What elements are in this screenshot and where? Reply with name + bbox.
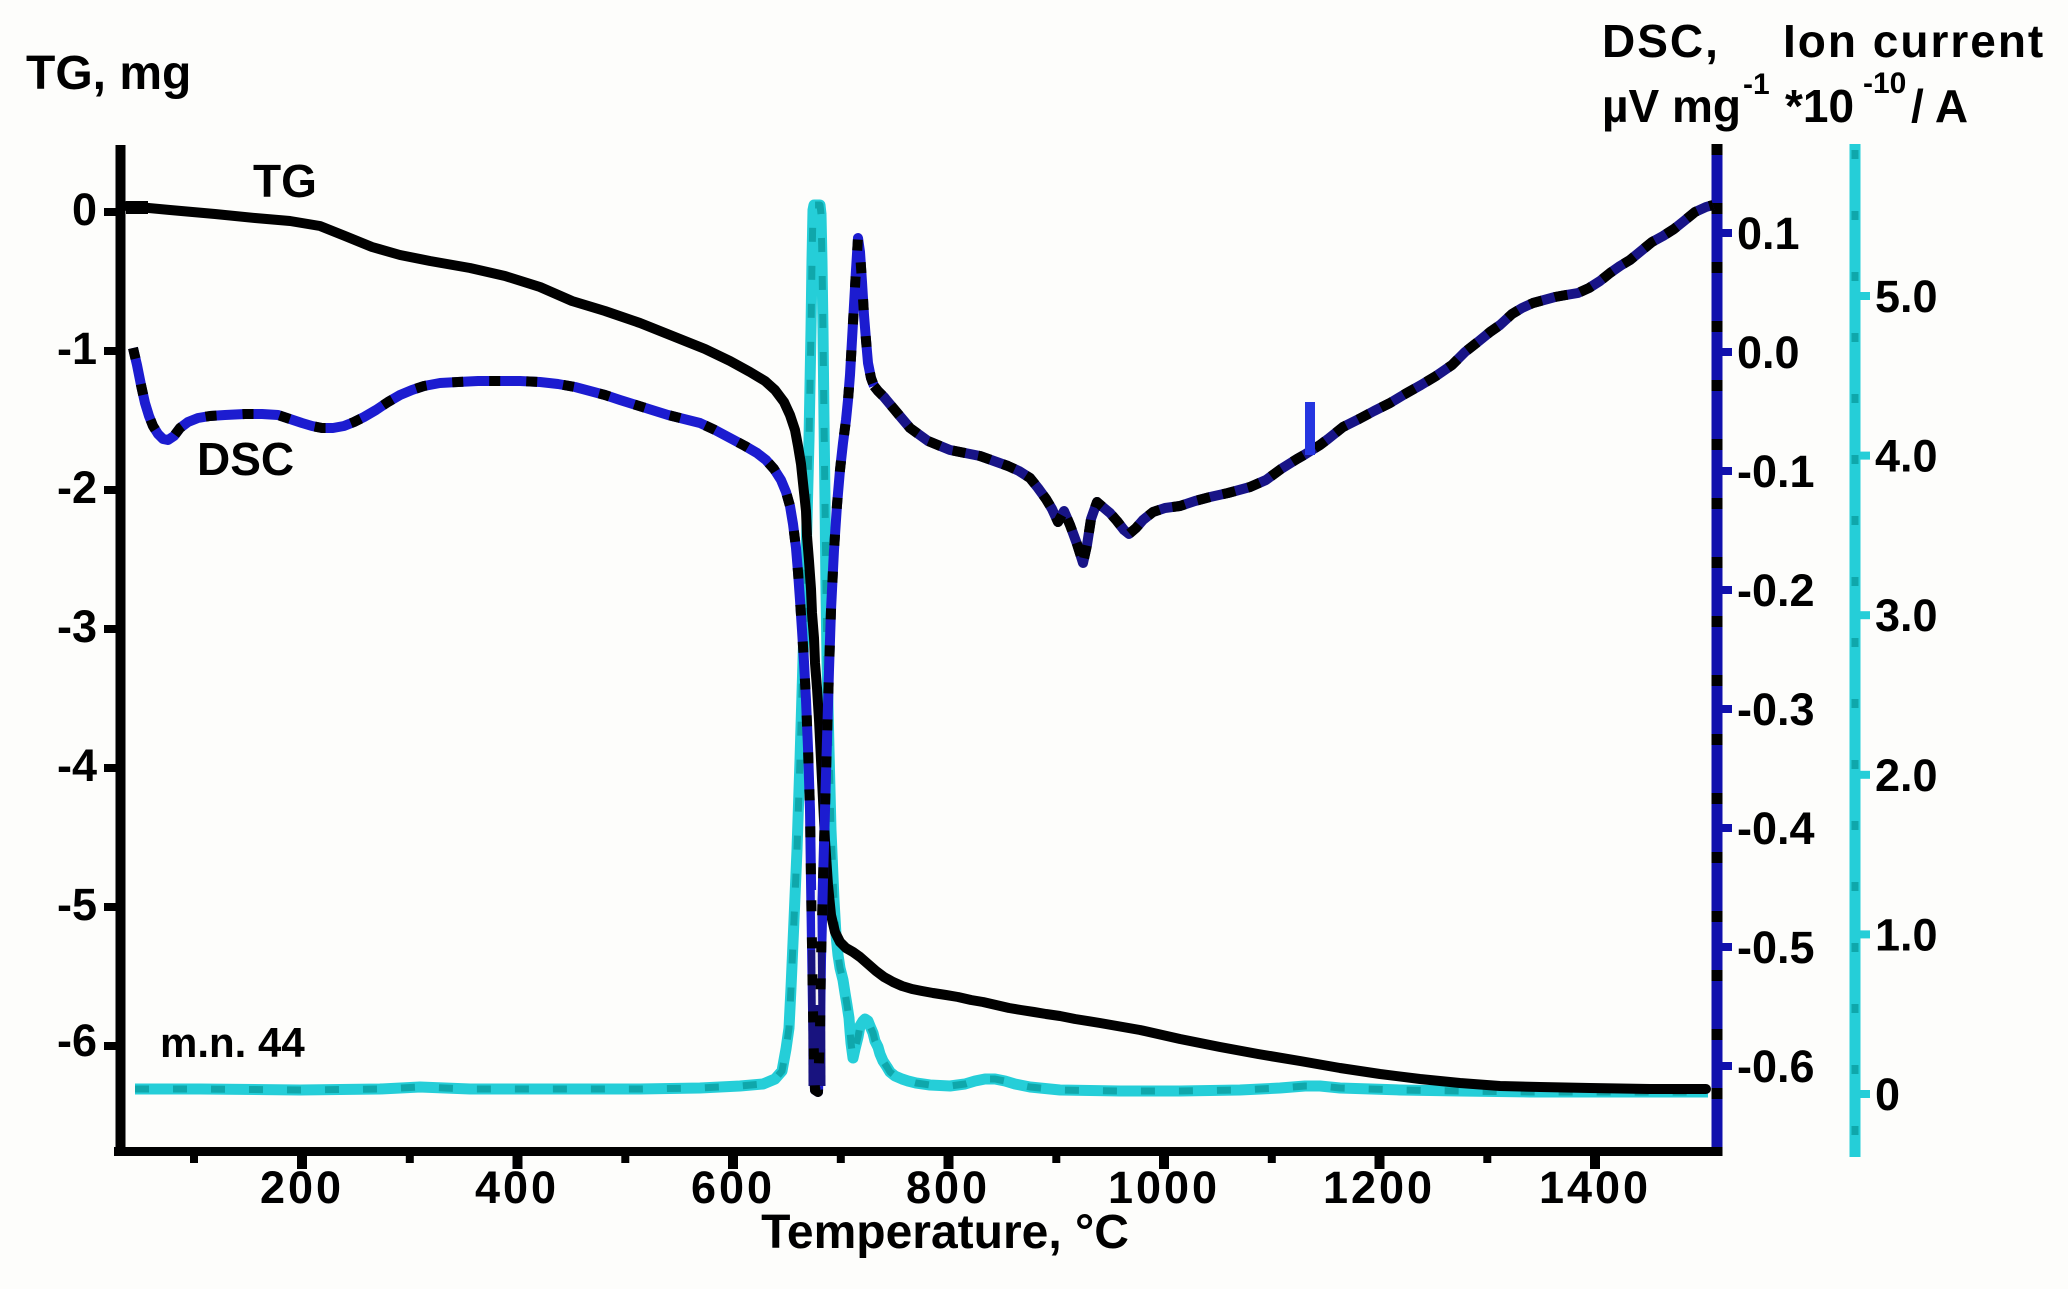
svg-text:600: 600 [691,1162,775,1213]
svg-text:4.0: 4.0 [1875,431,1938,482]
svg-text:5.0: 5.0 [1875,271,1938,322]
svg-text:-2: -2 [57,462,97,513]
svg-text:-0.1: -0.1 [1737,446,1815,497]
svg-text:-0.6: -0.6 [1737,1041,1815,1092]
svg-text:0.0: 0.0 [1737,327,1800,378]
svg-text:-1: -1 [1743,68,1770,101]
svg-text:1000: 1000 [1108,1162,1220,1213]
svg-text:-5: -5 [57,879,97,930]
svg-text:400: 400 [475,1162,559,1213]
svg-text:-4: -4 [57,740,97,791]
svg-text:3.0: 3.0 [1875,590,1938,641]
svg-text:-0.3: -0.3 [1737,684,1815,735]
svg-text:1.0: 1.0 [1875,909,1938,960]
svg-text:800: 800 [906,1162,990,1213]
svg-text:0: 0 [1875,1069,1900,1120]
svg-text:-0.2: -0.2 [1737,565,1815,616]
svg-text:200: 200 [260,1162,344,1213]
svg-text:-6: -6 [57,1015,97,1066]
svg-text:Temperature, °C: Temperature, °C [761,1206,1129,1259]
svg-text:-0.4: -0.4 [1737,803,1815,854]
svg-text:0: 0 [72,184,97,235]
svg-text:-3: -3 [57,601,97,652]
svg-text:DSC,: DSC, [1602,15,1720,67]
svg-text:-1: -1 [57,323,97,374]
svg-text:µV mg: µV mg [1602,80,1741,132]
svg-text:1200: 1200 [1323,1162,1435,1213]
svg-text:0.1: 0.1 [1737,208,1800,259]
svg-text:-10: -10 [1863,67,1906,100]
svg-text:DSC: DSC [197,433,294,485]
svg-text:-0.5: -0.5 [1737,922,1815,973]
svg-text:2.0: 2.0 [1875,750,1938,801]
svg-text:Ion current: Ion current [1783,15,2045,67]
svg-text:*10: *10 [1785,80,1854,132]
svg-text:1400: 1400 [1539,1162,1651,1213]
svg-text:/ A: / A [1911,80,1968,132]
svg-text:TG: TG [253,155,317,207]
svg-text:TG, mg: TG, mg [26,47,191,100]
svg-text:m.n. 44: m.n. 44 [160,1019,305,1066]
